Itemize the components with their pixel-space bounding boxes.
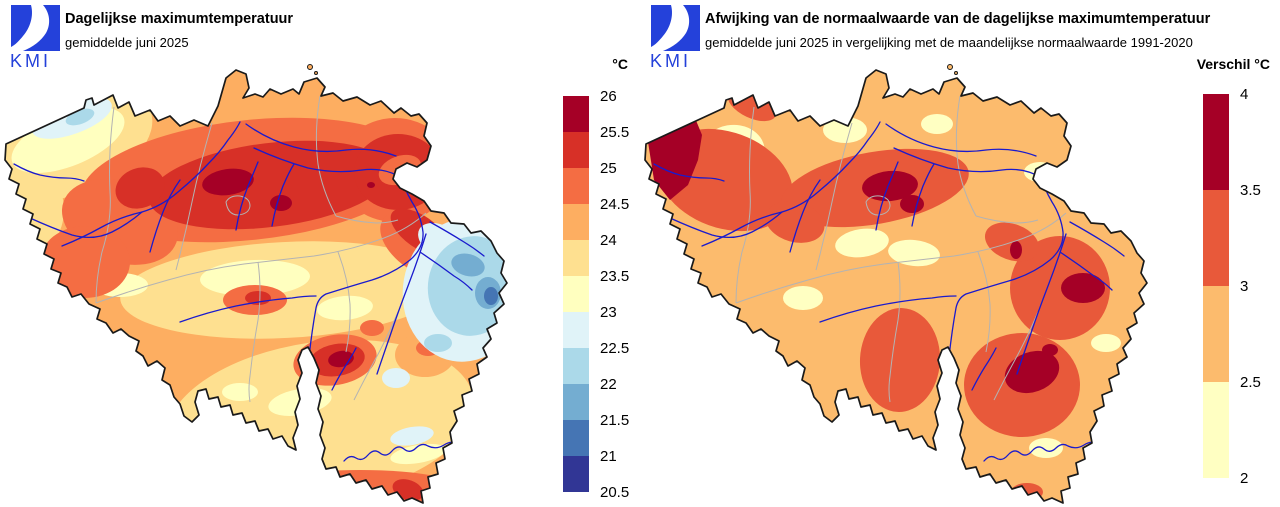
colorbar-tick-label: 25.5 [600, 124, 630, 141]
baarle-enclave [947, 64, 953, 70]
baarle-enclave [307, 64, 313, 70]
colorbar-tick-label: 4 [1240, 86, 1249, 103]
anomaly-colorbar [1203, 94, 1229, 478]
colorbar-tick-label: 2 [1240, 470, 1249, 487]
colorbar-segment [1203, 190, 1229, 286]
baarle-enclave [954, 71, 958, 75]
colorbar-unit-label: Verschil °C [1196, 56, 1270, 72]
kmi-logo-text: KMI [650, 51, 692, 71]
belgium-anomaly-map [644, 64, 1148, 504]
colorbar-segment [563, 348, 589, 384]
colorbar-segment [563, 96, 589, 132]
colorbar-segment [1203, 94, 1229, 190]
map-subtitle: gemiddelde juni 2025 [65, 35, 189, 50]
colorbar-segment [563, 168, 589, 204]
colorbar-segment [563, 456, 589, 492]
colorbar-tick-label: 20.5 [600, 484, 630, 501]
colorbar-segment [563, 132, 589, 168]
temperature-panel: KMI Dagelijkse maximumtemperatuur gemidd… [4, 5, 630, 504]
colorbar-segment [563, 420, 589, 456]
colorbar-segment [563, 204, 589, 240]
colorbar-tick-label: 22 [600, 376, 617, 393]
colorbar-segment [1203, 286, 1229, 382]
colorbar-unit-label: °C [612, 56, 628, 72]
colorbar-tick-label: 24 [600, 232, 617, 249]
kmi-logo: KMI [10, 5, 64, 70]
colorbar-segment [563, 312, 589, 348]
colorbar-segment [563, 384, 589, 420]
kmi-logo-text: KMI [10, 51, 52, 71]
colorbar-tick-label: 25 [600, 160, 617, 177]
colorbar-tick-label: 23 [600, 304, 617, 321]
anomaly-panel: KMI Afwijking van de normaalwaarde van d… [640, 0, 1280, 507]
anomaly-regions [648, 76, 1121, 503]
kmi-logo-icon [651, 5, 700, 51]
colorbar-tick-label: 3.5 [1240, 182, 1261, 199]
map-subtitle: gemiddelde juni 2025 in vergelijking met… [705, 35, 1193, 50]
temperature-regions [5, 87, 507, 503]
colorbar-tick-label: 24.5 [600, 196, 630, 213]
belgium-temperature-map [4, 64, 508, 504]
colorbar-tick-label: 26 [600, 88, 617, 105]
colorbar-segment [563, 240, 589, 276]
colorbar-tick-label: 21 [600, 448, 617, 465]
kmi-logo-icon [11, 5, 60, 51]
colorbar-tick-label: 21.5 [600, 412, 630, 429]
colorbar-tick-label: 3 [1240, 278, 1249, 295]
colorbar-tick-label: 23.5 [600, 268, 630, 285]
colorbar-tick-label: 2.5 [1240, 374, 1261, 391]
baarle-enclave [314, 71, 318, 75]
colorbar-tick-label: 22.5 [600, 340, 630, 357]
map-title: Afwijking van de normaalwaarde van de da… [705, 11, 1211, 27]
temperature-colorbar [563, 96, 589, 492]
colorbar-segment [1203, 382, 1229, 478]
colorbar-segment [563, 276, 589, 312]
kmi-logo: KMI [650, 5, 704, 70]
map-title: Dagelijkse maximumtemperatuur [65, 11, 294, 27]
